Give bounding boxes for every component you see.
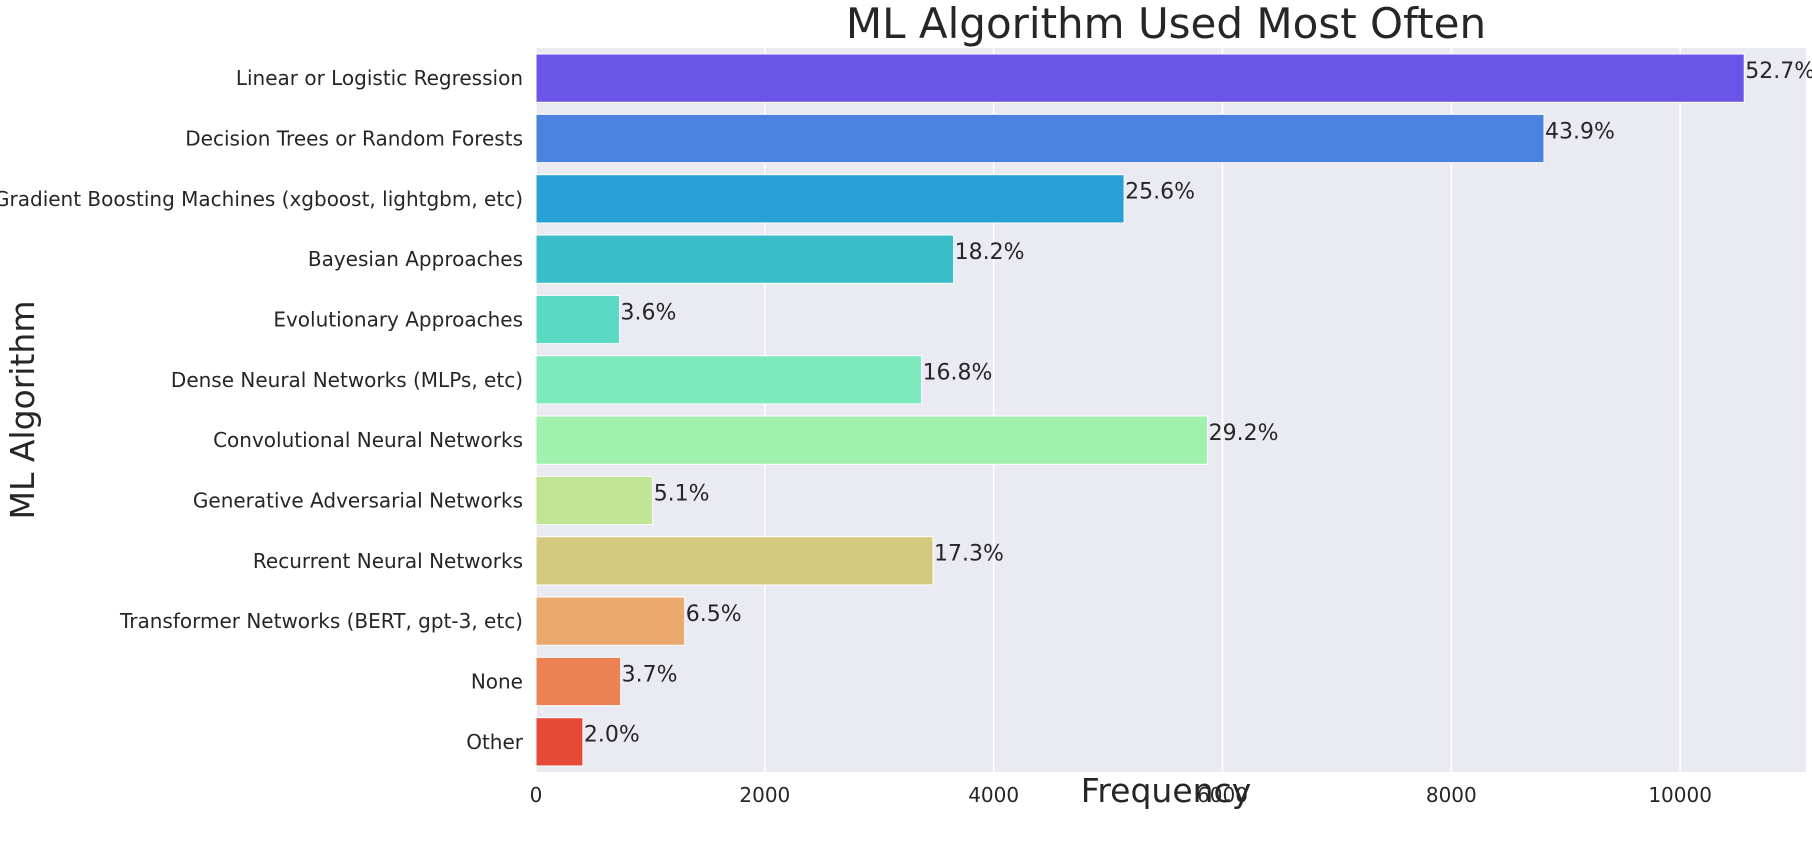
y-tick-label: Other	[466, 730, 524, 754]
bar	[535, 656, 622, 707]
bar-value-labels: 52.7% 43.9% 25.6% 18.2% 3.6% 16.8% 29.2% 5.1% 17…	[584, 59, 1812, 748]
bar	[535, 234, 955, 284]
y-tick-label: Transformer Networks (BERT, gpt-3, etc)	[119, 609, 523, 633]
bars	[535, 53, 1745, 767]
y-tick-label: Convolutional Neural Networks	[213, 428, 523, 452]
bar-value-label: 52.7%	[1745, 59, 1812, 84]
bar	[535, 596, 686, 646]
bar-value-label: 2.0%	[584, 723, 640, 748]
bar-value-label: 16.8%	[923, 361, 993, 386]
bar-value-label: 3.7%	[622, 662, 678, 687]
x-axis-title: Frequency	[1081, 771, 1251, 810]
y-tick-label: Generative Adversarial Networks	[193, 489, 523, 513]
bar-value-label: 29.2%	[1209, 421, 1279, 446]
x-tick-label: 10000	[1648, 783, 1712, 807]
bar	[535, 717, 584, 767]
y-tick-label: Evolutionary Approaches	[273, 308, 523, 332]
x-tick-label: 0	[530, 783, 543, 807]
chart-title: ML Algorithm Used Most Often	[846, 0, 1486, 48]
x-axis-tick-labels: 0 2000 4000 6000 8000 10000	[530, 783, 1712, 807]
x-tick-label: 4000	[968, 783, 1019, 807]
bar	[535, 53, 1745, 103]
bar	[535, 294, 621, 345]
bar-value-label: 17.3%	[934, 542, 1004, 567]
y-tick-label: None	[471, 670, 523, 694]
bar	[535, 174, 1125, 224]
y-tick-label: Recurrent Neural Networks	[253, 549, 523, 573]
bar	[535, 415, 1209, 465]
plot-area	[536, 48, 1806, 772]
x-tick-label: 2000	[739, 783, 790, 807]
y-tick-label: Bayesian Approaches	[308, 247, 523, 271]
y-tick-label: Decision Trees or Random Forests	[185, 127, 523, 151]
x-tick-label: 6000	[1197, 783, 1248, 807]
bar	[535, 113, 1545, 164]
bar-value-label: 25.6%	[1125, 180, 1195, 205]
bar	[535, 475, 654, 526]
bar-value-label: 3.6%	[621, 300, 677, 325]
bar-value-label: 5.1%	[654, 481, 710, 506]
bar	[535, 355, 923, 405]
bar	[535, 536, 934, 586]
bar-value-label: 18.2%	[955, 240, 1025, 265]
y-tick-label: Gradient Boosting Machines (xgboost, lig…	[0, 187, 523, 211]
y-tick-label: Dense Neural Networks (MLPs, etc)	[171, 368, 523, 392]
y-axis-title: ML Algorithm	[3, 301, 42, 520]
bar-value-label: 43.9%	[1545, 119, 1615, 144]
gridlines	[535, 48, 1681, 772]
bar-value-label: 6.5%	[686, 602, 742, 627]
y-axis-tick-labels: Linear or Logistic Regression Decision Tr…	[0, 66, 524, 754]
y-tick-label: Linear or Logistic Regression	[236, 66, 523, 90]
x-tick-label: 8000	[1426, 783, 1477, 807]
